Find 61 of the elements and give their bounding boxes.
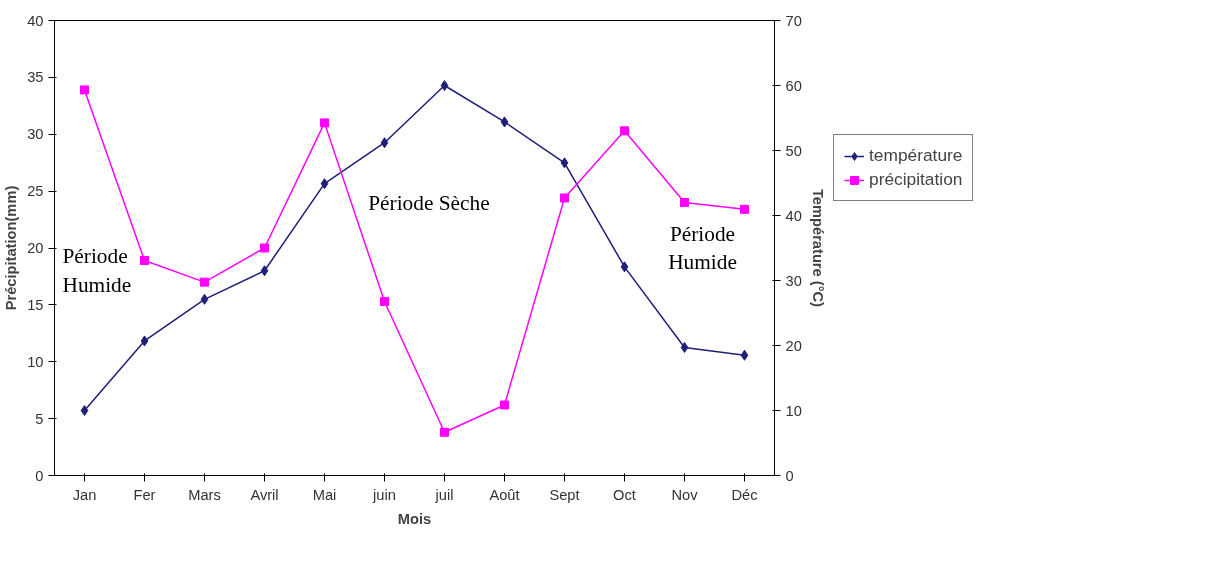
legend-label: précipitation <box>869 169 963 190</box>
y2-tick-label: 10 <box>785 402 802 419</box>
point <box>680 198 689 207</box>
point <box>80 405 89 416</box>
x-tick-label: Mars <box>188 486 221 503</box>
x-tick-label: juin <box>372 486 396 503</box>
y2-tick-label: 50 <box>785 142 802 159</box>
y-tick-label: 30 <box>27 126 44 143</box>
y-tick-label: 5 <box>35 410 44 427</box>
point <box>200 277 209 287</box>
y-tick-label: 35 <box>27 69 44 86</box>
y2-axis-title: Température (°C) <box>809 189 826 308</box>
point <box>440 427 449 437</box>
point <box>740 204 749 214</box>
point <box>80 85 89 95</box>
x-tick-label: Avril <box>250 486 279 503</box>
y-tick-label: 20 <box>27 240 44 256</box>
annotation: Période Humide <box>668 221 737 275</box>
point <box>500 116 509 128</box>
y-tick-label: 40 <box>27 12 44 29</box>
y-tick-label: 10 <box>27 353 44 370</box>
point <box>260 265 269 277</box>
point <box>560 193 569 203</box>
x-tick-label: Fer <box>133 486 156 503</box>
point <box>740 349 749 361</box>
y2-tick-label: 20 <box>785 337 802 354</box>
x-tick-label: Sept <box>549 486 580 503</box>
y2-tick-label: 0 <box>785 467 794 484</box>
y-tick-label: 15 <box>27 296 44 313</box>
y-axis-title: Précipitation(mm) <box>3 185 20 311</box>
point <box>140 256 149 266</box>
point <box>380 296 389 306</box>
point <box>560 157 569 169</box>
x-tick-label: Oct <box>613 486 636 503</box>
x-tick-label: Août <box>489 486 520 503</box>
point <box>380 137 389 149</box>
x-tick-label: juil <box>434 486 454 503</box>
point <box>320 118 329 128</box>
y-tick-label: 0 <box>35 467 44 484</box>
point <box>500 400 509 410</box>
point <box>320 178 329 190</box>
y2-tick-label: 30 <box>785 272 802 289</box>
y-tick-label: 25 <box>27 183 44 200</box>
point <box>140 335 149 347</box>
point <box>620 261 629 273</box>
legend-label: température <box>869 145 963 166</box>
annotation: Période Humide <box>62 244 132 298</box>
y2-tick-label: 70 <box>785 12 802 29</box>
point <box>440 80 449 91</box>
y2-tick-label: 60 <box>785 77 802 94</box>
y2-tick-label: 40 <box>785 207 802 224</box>
x-axis-title: Mois <box>397 510 432 527</box>
x-tick-label: Jan <box>72 486 97 503</box>
point <box>680 341 689 353</box>
x-tick-label: Déc <box>731 486 758 503</box>
x-tick-label: Nov <box>671 486 699 503</box>
annotation: Période Sèche <box>368 190 490 215</box>
point <box>260 243 269 253</box>
point <box>200 293 209 305</box>
point <box>620 126 629 136</box>
x-tick-label: Mai <box>312 486 337 503</box>
